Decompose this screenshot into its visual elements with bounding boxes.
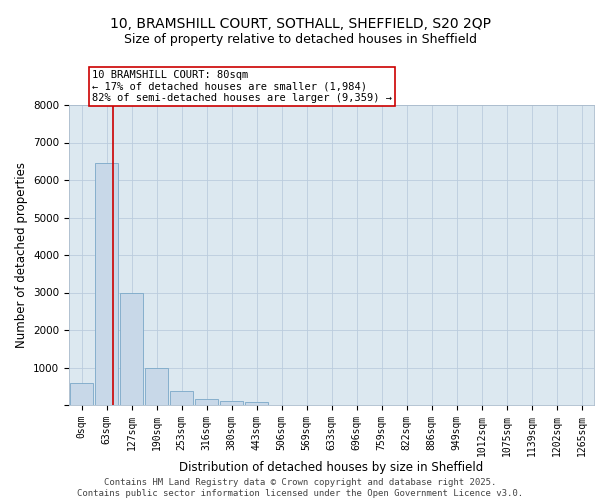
Bar bbox=[245, 402, 268, 405]
Bar bbox=[70, 382, 93, 405]
Bar bbox=[120, 292, 143, 405]
Text: Size of property relative to detached houses in Sheffield: Size of property relative to detached ho… bbox=[124, 32, 476, 46]
Text: Contains HM Land Registry data © Crown copyright and database right 2025.
Contai: Contains HM Land Registry data © Crown c… bbox=[77, 478, 523, 498]
Bar bbox=[170, 391, 193, 405]
Text: 10, BRAMSHILL COURT, SOTHALL, SHEFFIELD, S20 2QP: 10, BRAMSHILL COURT, SOTHALL, SHEFFIELD,… bbox=[110, 18, 491, 32]
Bar bbox=[145, 368, 168, 405]
X-axis label: Distribution of detached houses by size in Sheffield: Distribution of detached houses by size … bbox=[179, 462, 484, 474]
Y-axis label: Number of detached properties: Number of detached properties bbox=[14, 162, 28, 348]
Bar bbox=[220, 400, 243, 405]
Text: 10 BRAMSHILL COURT: 80sqm
← 17% of detached houses are smaller (1,984)
82% of se: 10 BRAMSHILL COURT: 80sqm ← 17% of detac… bbox=[92, 70, 392, 103]
Bar bbox=[95, 163, 118, 405]
Bar bbox=[195, 400, 218, 405]
